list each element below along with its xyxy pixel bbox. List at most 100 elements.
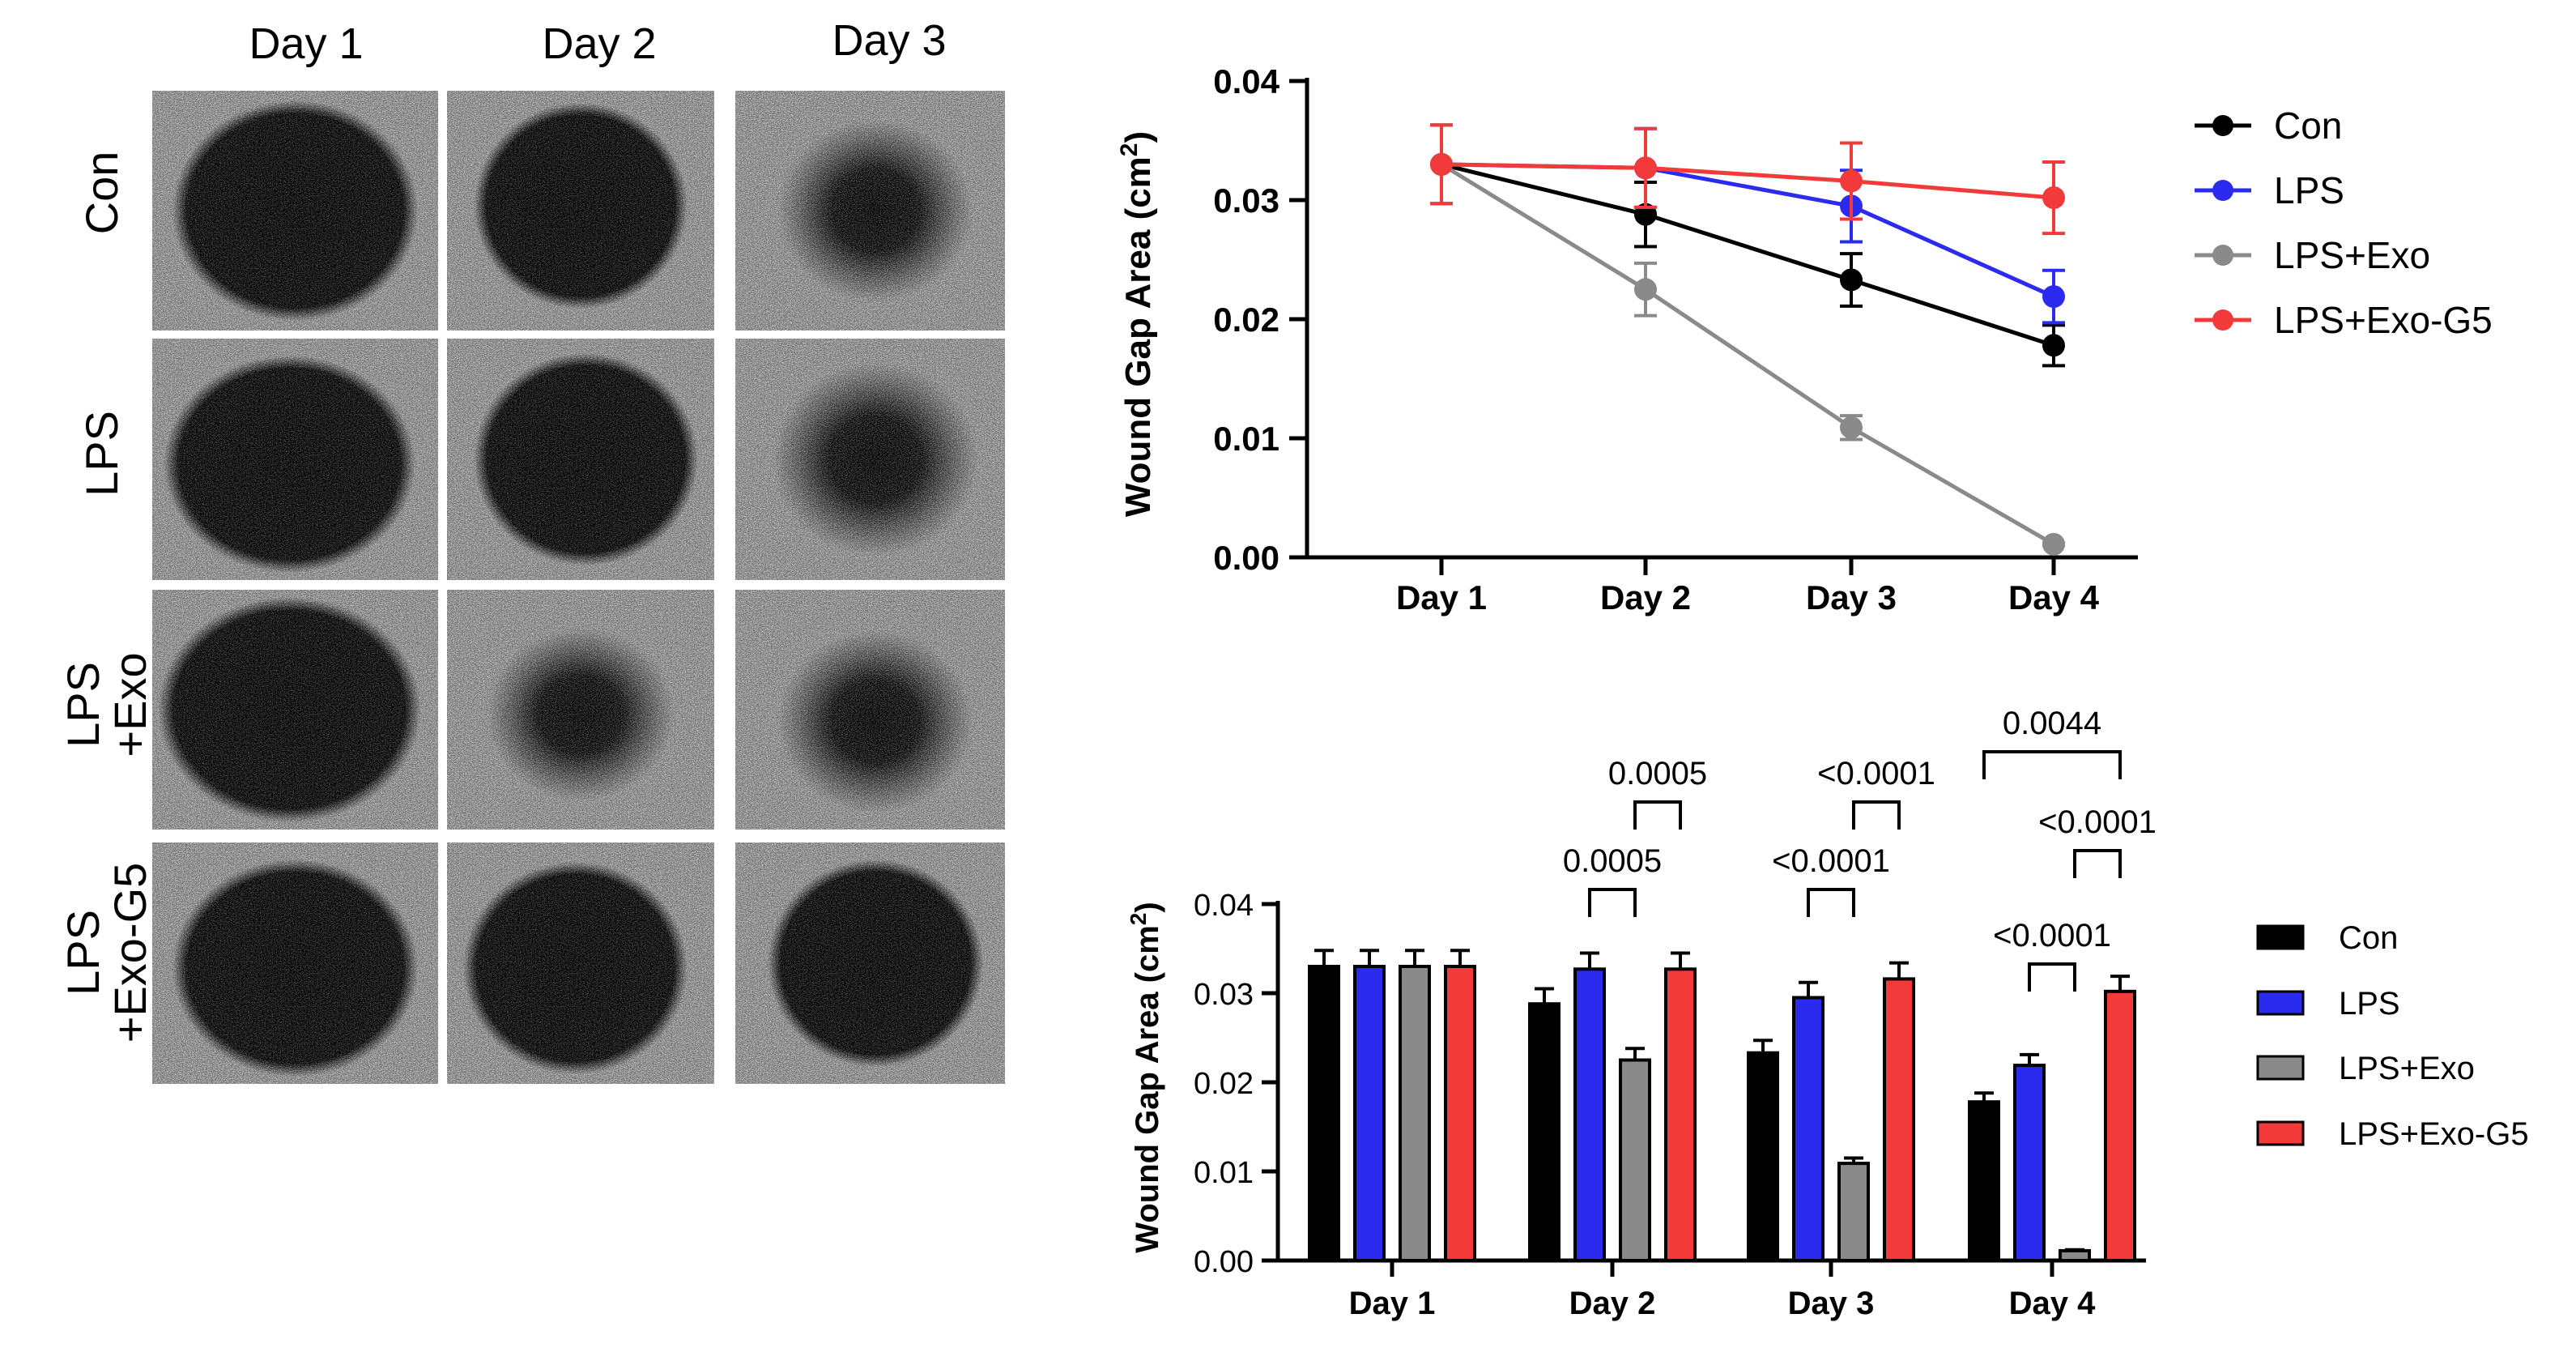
y-tick-label: 0.03: [1213, 181, 1279, 220]
svg-text:Wound Gap Area (cm2): Wound Gap Area (cm2): [1126, 902, 1165, 1252]
row-label-lps-exo: LPS +Exo: [57, 652, 155, 757]
y-label-text: Wound Gap Area (cm: [1130, 925, 1165, 1253]
row-label-line1: LPS: [76, 411, 127, 497]
legend-label: LPS+Exo-G5: [2339, 1116, 2529, 1152]
data-point: [2042, 532, 2065, 556]
row-label-line2: +Exo: [104, 652, 155, 757]
y-label-superscript: 2: [1126, 913, 1151, 926]
legend-item: LPS+Exo-G5: [2256, 1116, 2529, 1152]
legend-item: LPS: [2195, 169, 2344, 211]
row-label-line1: LPS: [57, 662, 109, 748]
micrograph-tile: [735, 91, 1005, 331]
bracket-line: [1633, 800, 1682, 830]
bar-con: [1528, 987, 1561, 1262]
bar-lps-exo-g5: [1883, 961, 1915, 1263]
bar-lps-exo: [1399, 949, 1431, 1262]
x-tick-label: Day 4: [2009, 1286, 2096, 1321]
y-tick-label: 0.01: [1194, 1156, 1254, 1190]
y-label-superscript: 2: [1116, 143, 1143, 157]
micrograph-tile: [735, 590, 1005, 830]
x-tick-label: Day 3: [1788, 1286, 1875, 1321]
legend-item: LPS+Exo-G5: [2195, 299, 2493, 341]
bar-lps-exo: [1619, 1047, 1651, 1262]
legend-item: LPS: [2256, 986, 2400, 1022]
micrograph-tile: [152, 842, 438, 1084]
y-tick-label: 0.04: [1194, 889, 1254, 923]
significance-bracket: <0.0001: [1817, 756, 1935, 830]
micrograph-tile: [447, 91, 714, 331]
bar-chart-y-label: Wound Gap Area (cm2): [1126, 902, 1165, 1252]
row-label-lps: LPS: [76, 411, 127, 497]
bar-lps: [2013, 1052, 2046, 1262]
legend-label: LPS+Exo: [2274, 234, 2430, 276]
legend-marker: [2212, 115, 2233, 136]
legend-label: LPS: [2339, 986, 2400, 1022]
x-tick-label: Day 2: [1569, 1286, 1656, 1321]
tile-speckle: [735, 842, 1005, 1084]
column-label-day-3: Day 3: [832, 16, 946, 65]
bar: [1883, 977, 1915, 1263]
legend-swatch: [2256, 1120, 2305, 1146]
significance-bracket: 0.0005: [1608, 756, 1707, 830]
bar-lps: [1353, 949, 1386, 1262]
micrograph-panel: Day 1 Day 2 Day 3 Con LPS LPS +Exo LPS +…: [57, 16, 1005, 1084]
tile-speckle: [152, 590, 438, 830]
x-tick-label: Day 1: [1396, 578, 1487, 616]
significance-bracket: <0.0001: [2038, 804, 2157, 878]
p-value-label: 0.0005: [1608, 756, 1707, 791]
data-point: [2042, 334, 2065, 357]
legend-swatch: [2256, 924, 2305, 950]
bar-chart-significance: 0.0005 0.0005 <0.0001 <0.0001 <0.0001 <0.0001…: [1563, 706, 2157, 992]
bar: [1837, 1162, 1870, 1262]
bar-lps-exo: [2059, 1248, 2091, 1263]
bar-chart-legend: Con LPS LPS+Exo LPS+Exo-G5: [2256, 920, 2529, 1152]
significance-bracket: 0.0044: [1982, 706, 2122, 779]
bar-chart-bars: [1308, 949, 2136, 1263]
y-tick-label: 0.04: [1213, 62, 1279, 100]
bracket-line: [1852, 800, 1901, 830]
p-value-label: <0.0001: [1817, 756, 1935, 791]
bracket-line: [2028, 962, 2076, 992]
bar: [1968, 1100, 2000, 1262]
significance-bracket: <0.0001: [1772, 843, 1890, 917]
p-value-label: <0.0001: [1772, 843, 1890, 879]
tile-speckle: [447, 842, 714, 1084]
y-tick-label: 0.03: [1194, 978, 1254, 1012]
bar-lps: [1573, 951, 1606, 1263]
significance-bracket: <0.0001: [1993, 918, 2111, 992]
data-point: [1634, 278, 1657, 301]
y-tick-label: 0.00: [1194, 1245, 1254, 1279]
row-label-line2: +Exo-G5: [104, 863, 155, 1043]
micrograph-tile: [447, 590, 714, 830]
legend-swatch: [2256, 1055, 2305, 1081]
bar: [1353, 965, 1386, 1262]
data-point: [1840, 416, 1863, 439]
y-tick-label: 0.01: [1213, 420, 1279, 458]
p-value-label: 0.0044: [2003, 706, 2101, 741]
legend-swatch: [2256, 990, 2305, 1016]
series-line: [1441, 162, 2054, 200]
line-chart-axes: 0.00 0.01 0.02 0.03 0.04 Day 1 Day 2 Day 3 Day 4: [1213, 62, 2138, 616]
bar: [1664, 967, 1697, 1263]
svg-text:Wound Gap Area (cm2): Wound Gap Area (cm2): [1116, 131, 1158, 517]
bar: [2013, 1064, 2046, 1262]
legend-marker: [2212, 245, 2233, 266]
legend-label: Con: [2339, 920, 2398, 956]
data-point: [1430, 152, 1453, 176]
bar: [1573, 967, 1606, 1263]
bracket-line: [2073, 849, 2122, 878]
bar: [1444, 965, 1476, 1262]
legend-label: LPS+Exo-G5: [2274, 299, 2493, 341]
legend-label: LPS: [2274, 169, 2344, 211]
series-lps: [1430, 123, 2065, 325]
tile-speckle: [735, 590, 1005, 830]
legend-label: Con: [2274, 105, 2342, 147]
line-chart: 0.00 0.01 0.02 0.03 0.04 Day 1 Day 2 Day 3 Day 4…: [1116, 62, 2493, 616]
legend-item: LPS+Exo: [2195, 234, 2430, 276]
y-tick-label: 0.02: [1213, 301, 1279, 339]
micrograph-tile: [152, 91, 438, 331]
bar-con: [1968, 1091, 2000, 1262]
micrograph-tile: [447, 842, 714, 1084]
column-label-day-1: Day 1: [249, 19, 363, 68]
micrograph-grid: [152, 91, 1005, 1084]
